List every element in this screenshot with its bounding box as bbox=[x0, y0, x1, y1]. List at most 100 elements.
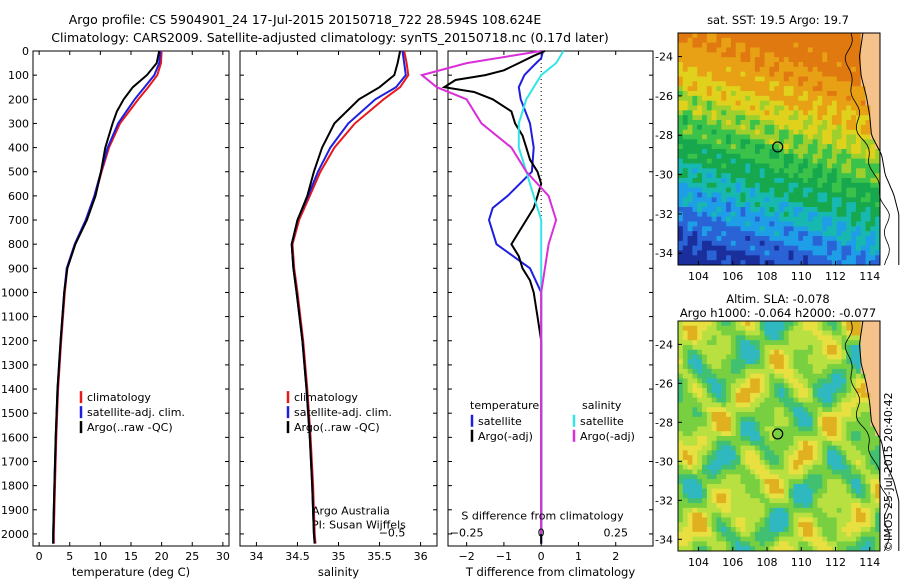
map-cell bbox=[754, 450, 761, 456]
map-cell bbox=[687, 440, 693, 446]
map-cell bbox=[841, 474, 847, 480]
map-cell bbox=[687, 445, 693, 451]
map-cell bbox=[716, 124, 722, 131]
map-cell bbox=[822, 226, 828, 232]
map-cell bbox=[764, 416, 770, 423]
map-cell bbox=[750, 354, 756, 360]
map-cell bbox=[870, 431, 876, 437]
map-cell bbox=[793, 321, 799, 327]
map-cell bbox=[716, 105, 722, 111]
map-cell bbox=[764, 129, 770, 135]
map-cell bbox=[682, 359, 689, 365]
map-cell bbox=[735, 483, 741, 490]
map-cell bbox=[711, 182, 717, 189]
map-cell bbox=[687, 226, 693, 232]
map-cell bbox=[875, 216, 881, 222]
map-cell bbox=[721, 503, 727, 509]
map-cell bbox=[846, 531, 852, 538]
map-cell bbox=[687, 91, 693, 97]
map-cell bbox=[740, 250, 746, 256]
map-cell bbox=[706, 202, 713, 208]
map-cell bbox=[764, 105, 770, 111]
map-cell bbox=[735, 512, 741, 518]
map-cell bbox=[822, 354, 828, 360]
map-cell bbox=[711, 192, 717, 198]
map-cell bbox=[730, 436, 737, 442]
map-cell bbox=[769, 178, 775, 184]
map-cell bbox=[697, 71, 703, 77]
map-cell bbox=[721, 62, 727, 68]
map-cell bbox=[706, 110, 713, 116]
map-cell bbox=[711, 221, 717, 227]
map-cell bbox=[735, 464, 741, 470]
map-cell bbox=[793, 226, 799, 232]
map-cell bbox=[716, 378, 722, 384]
map-cell bbox=[870, 139, 876, 145]
map-cell bbox=[745, 483, 751, 490]
map-cell bbox=[706, 436, 713, 442]
map-cell bbox=[798, 245, 804, 251]
map-cell bbox=[860, 124, 866, 131]
map-cell bbox=[678, 62, 684, 68]
map-cell bbox=[783, 202, 790, 208]
map-cell bbox=[678, 546, 684, 552]
map-cell bbox=[812, 388, 818, 394]
map-cell bbox=[678, 416, 684, 423]
map-cell bbox=[827, 536, 833, 542]
map-cell bbox=[855, 455, 862, 461]
map-cell bbox=[750, 541, 756, 547]
map-cell bbox=[870, 373, 876, 379]
map-cell bbox=[735, 37, 741, 44]
map-cell bbox=[875, 231, 881, 237]
map-cell bbox=[779, 129, 785, 135]
map-cell bbox=[745, 168, 751, 174]
map-cell bbox=[798, 464, 804, 470]
map-cell bbox=[706, 325, 713, 331]
map-cell bbox=[860, 359, 866, 365]
map-cell bbox=[841, 464, 847, 470]
map-cell bbox=[745, 354, 751, 360]
map-cell bbox=[860, 211, 866, 218]
map-cell bbox=[735, 158, 741, 164]
map-cell bbox=[769, 450, 775, 456]
map-cell bbox=[875, 469, 881, 475]
map-cell bbox=[860, 134, 866, 140]
map-cell bbox=[759, 359, 765, 365]
map-cell bbox=[754, 531, 761, 538]
map-cell bbox=[793, 330, 799, 336]
map-cell bbox=[812, 149, 818, 155]
map-cell bbox=[831, 134, 838, 140]
map-cell bbox=[764, 412, 770, 418]
map-cell bbox=[865, 474, 871, 480]
map-cell bbox=[682, 469, 689, 475]
map-cell bbox=[682, 187, 689, 193]
map-cell bbox=[726, 47, 732, 53]
map-cell bbox=[730, 144, 737, 150]
map-cell bbox=[875, 173, 881, 179]
map-cell bbox=[783, 527, 790, 533]
map-cell bbox=[687, 459, 693, 466]
map-cell bbox=[774, 211, 780, 218]
map-cell bbox=[682, 368, 689, 375]
map-cell bbox=[779, 100, 785, 106]
map-cell bbox=[807, 388, 814, 394]
map-cell bbox=[682, 105, 689, 111]
map-cell bbox=[750, 330, 756, 336]
map-cell bbox=[870, 335, 876, 341]
map-cell bbox=[817, 71, 823, 77]
credit-note: PI: Susan Wijffels bbox=[312, 519, 406, 532]
map-cell bbox=[692, 512, 698, 518]
map-cell bbox=[851, 469, 857, 475]
map-cell bbox=[779, 368, 785, 375]
map-cell bbox=[692, 368, 698, 375]
map-cell bbox=[750, 120, 756, 126]
map-cell bbox=[855, 236, 862, 242]
map-cell bbox=[692, 163, 698, 169]
map-cell bbox=[754, 426, 761, 432]
map-cell bbox=[803, 163, 809, 169]
map-cell bbox=[678, 153, 684, 160]
map-cell bbox=[855, 450, 862, 456]
map-cell bbox=[764, 474, 770, 480]
map-cell bbox=[779, 158, 785, 164]
map-cell bbox=[875, 120, 881, 126]
